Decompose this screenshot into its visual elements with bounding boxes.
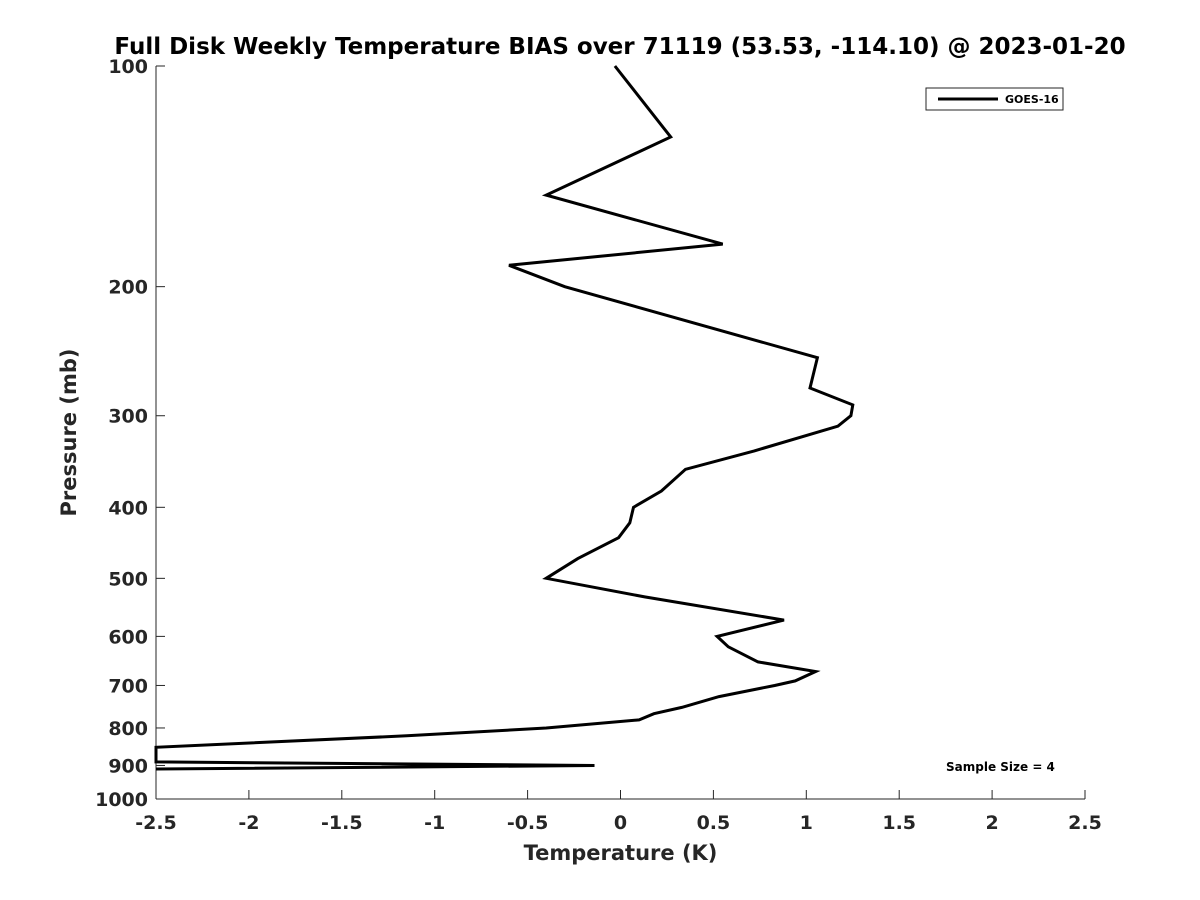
series-line-goes16 [154, 65, 855, 771]
x-tick-label: -2 [238, 812, 259, 834]
chart-title: Full Disk Weekly Temperature BIAS over 7… [114, 34, 1125, 60]
y-tick-label: 1000 [95, 789, 148, 811]
plot-area [156, 66, 1085, 799]
x-tick-label: 0 [614, 812, 627, 834]
y-axis-label: Pressure (mb) [57, 349, 81, 517]
x-tick-label: 1.5 [882, 812, 916, 834]
legend: GOES-16 [925, 87, 1064, 111]
y-tick-label: 200 [108, 277, 148, 299]
x-axis-ticks: -2.5 -2 -1.5 -1 -0.5 0 0.5 1 1.5 2 2.5 [135, 790, 1102, 834]
legend-entry-goes16: GOES-16 [1005, 93, 1059, 106]
sample-size-annotation: Sample Size = 4 [946, 760, 1055, 774]
x-tick-label: -1 [424, 812, 445, 834]
y-tick-label: 600 [108, 626, 148, 648]
y-tick-label: 800 [108, 718, 148, 740]
x-tick-label: 2 [985, 812, 998, 834]
x-tick-label: -2.5 [135, 812, 177, 834]
x-tick-label: 2.5 [1068, 812, 1102, 834]
y-tick-label: 500 [108, 568, 148, 590]
x-tick-label: 1 [800, 812, 813, 834]
axes: -2.5 -2 -1.5 -1 -0.5 0 0.5 1 1.5 2 2.5 100 200 300 40… [95, 56, 1102, 834]
x-tick-label: -0.5 [507, 812, 549, 834]
x-axis-label: Temperature (K) [524, 841, 718, 865]
x-tick-label: 0.5 [697, 812, 731, 834]
series-layer [154, 65, 855, 771]
y-axis-ticks: 100 200 300 400 500 600 700 800 900 1000 [95, 56, 165, 811]
y-tick-label: 400 [108, 497, 148, 519]
y-tick-label: 100 [108, 56, 148, 78]
y-tick-label: 900 [108, 755, 148, 777]
x-tick-label: -1.5 [321, 812, 363, 834]
y-tick-label: 700 [108, 675, 148, 697]
y-tick-label: 300 [108, 406, 148, 428]
